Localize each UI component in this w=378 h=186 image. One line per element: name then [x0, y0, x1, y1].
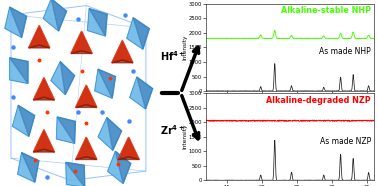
Polygon shape: [76, 85, 97, 107]
Polygon shape: [118, 137, 139, 159]
Text: Alkaline-stable NHP: Alkaline-stable NHP: [281, 6, 371, 15]
Polygon shape: [51, 0, 67, 31]
Y-axis label: Intensity: Intensity: [182, 35, 187, 60]
Polygon shape: [10, 58, 28, 84]
Polygon shape: [5, 7, 26, 38]
Text: As made NZP: As made NZP: [320, 137, 371, 146]
Polygon shape: [76, 157, 97, 159]
Polygon shape: [108, 151, 131, 184]
Polygon shape: [107, 118, 122, 150]
Text: As made NHP: As made NHP: [319, 47, 371, 56]
Polygon shape: [43, 0, 67, 31]
Polygon shape: [76, 105, 97, 107]
Polygon shape: [76, 137, 97, 159]
Polygon shape: [10, 7, 26, 38]
Polygon shape: [33, 78, 54, 100]
Y-axis label: Intensity: Intensity: [182, 124, 187, 150]
Polygon shape: [33, 149, 54, 152]
Polygon shape: [112, 41, 133, 63]
Polygon shape: [18, 153, 39, 182]
Polygon shape: [133, 18, 149, 49]
X-axis label: 2θ (Degrees): 2θ (Degrees): [271, 102, 310, 107]
Polygon shape: [98, 118, 122, 150]
Text: $\mathbf{Zr^{4+}}$: $\mathbf{Zr^{4+}}$: [160, 123, 185, 137]
Polygon shape: [12, 105, 35, 136]
Polygon shape: [71, 31, 92, 53]
Polygon shape: [60, 62, 74, 95]
Polygon shape: [29, 45, 50, 48]
Polygon shape: [89, 9, 107, 36]
Polygon shape: [130, 77, 153, 109]
Polygon shape: [71, 51, 92, 53]
Polygon shape: [33, 130, 54, 152]
Polygon shape: [22, 153, 39, 182]
Polygon shape: [115, 151, 131, 184]
Text: Alkaline-degraded NZP: Alkaline-degraded NZP: [266, 96, 371, 105]
Polygon shape: [112, 60, 133, 63]
Polygon shape: [29, 25, 50, 48]
Polygon shape: [9, 58, 28, 84]
Polygon shape: [137, 77, 153, 109]
Polygon shape: [95, 69, 116, 98]
Polygon shape: [33, 97, 54, 100]
Polygon shape: [98, 69, 116, 98]
Polygon shape: [51, 62, 74, 95]
Polygon shape: [57, 117, 75, 143]
Polygon shape: [127, 18, 149, 49]
Polygon shape: [87, 9, 107, 36]
Polygon shape: [118, 157, 139, 159]
Text: $\mathbf{Hf^{4+}}$: $\mathbf{Hf^{4+}}$: [160, 49, 186, 63]
Polygon shape: [66, 162, 85, 186]
Polygon shape: [66, 162, 85, 186]
Polygon shape: [18, 105, 35, 136]
Polygon shape: [56, 117, 75, 143]
